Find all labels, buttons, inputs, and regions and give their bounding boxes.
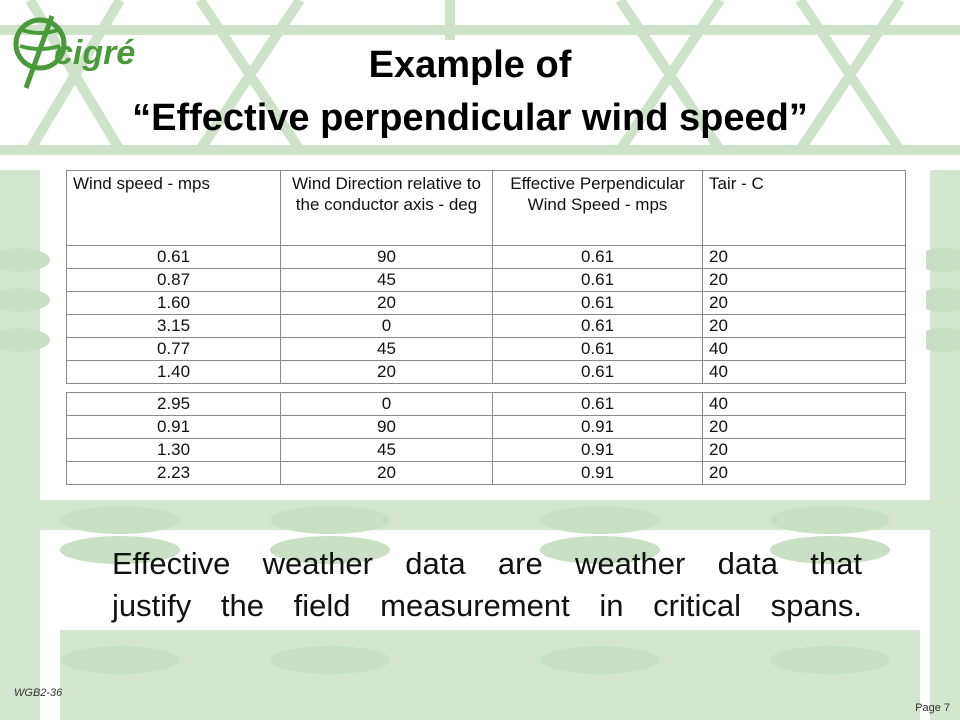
table-row: 0.61 90 0.61 20 (66, 245, 906, 269)
page-number: Page 7 (915, 702, 950, 714)
cell-wind-speed: 2.95 (66, 392, 281, 416)
header-wind-direction: Wind Direction relative to the conductor… (280, 170, 493, 246)
table-row: 2.95 0 0.61 40 (66, 392, 906, 416)
table-row: 1.60 20 0.61 20 (66, 291, 906, 315)
cell-effective-speed: 0.91 (492, 415, 703, 439)
cell-wind-speed: 1.60 (66, 291, 281, 315)
table-row: 0.77 45 0.61 40 (66, 337, 906, 361)
cigre-logo: cigré (13, 15, 135, 89)
caption-line2: justify the field measurement in critica… (112, 588, 862, 623)
globe-icon (13, 15, 67, 89)
cell-wind-direction: 0 (280, 314, 493, 338)
cell-wind-speed: 0.91 (66, 415, 281, 439)
cell-tair: 20 (702, 291, 906, 315)
cell-tair: 20 (702, 314, 906, 338)
cell-tair: 20 (702, 438, 906, 462)
cell-wind-direction: 90 (280, 245, 493, 269)
cell-wind-speed: 1.30 (66, 438, 281, 462)
data-table-top: Wind speed - mps Wind Direction relative… (58, 163, 926, 386)
logo-text: cigré (54, 34, 135, 72)
table-row: 0.87 45 0.61 20 (66, 268, 906, 292)
table-row: 0.91 90 0.91 20 (66, 415, 906, 439)
table-row: 3.15 0 0.61 20 (66, 314, 906, 338)
cell-wind-speed: 3.15 (66, 314, 281, 338)
header-tair: Tair - C (702, 170, 906, 246)
footer-doc-id: WGB2-36 (14, 687, 63, 699)
caption-text: Effective weather data are weather data … (112, 543, 862, 627)
cell-tair: 40 (702, 392, 906, 416)
cell-wind-direction: 45 (280, 268, 493, 292)
cell-tair: 40 (702, 337, 906, 361)
table-row: 2.23 20 0.91 20 (66, 461, 906, 485)
cell-effective-speed: 0.61 (492, 314, 703, 338)
slide-title-line2: “Effective perpendicular wind speed” (132, 97, 808, 139)
cell-wind-direction: 90 (280, 415, 493, 439)
table-row: 1.30 45 0.91 20 (66, 438, 906, 462)
cell-effective-speed: 0.61 (492, 337, 703, 361)
data-table-bottom: 2.95 0 0.61 40 0.91 90 0.91 20 1.30 45 0… (58, 386, 926, 494)
cell-effective-speed: 0.61 (492, 268, 703, 292)
cell-wind-speed: 2.23 (66, 461, 281, 485)
slide-title-line1: Example of (368, 44, 572, 86)
header-effective-speed: Effective Perpendicular Wind Speed - mps (492, 170, 703, 246)
table-header-row: Wind speed - mps Wind Direction relative… (66, 170, 906, 246)
header-wind-speed: Wind speed - mps (66, 170, 281, 246)
cell-effective-speed: 0.61 (492, 360, 703, 384)
cell-effective-speed: 0.61 (492, 245, 703, 269)
cell-effective-speed: 0.91 (492, 461, 703, 485)
cell-tair: 20 (702, 461, 906, 485)
cell-wind-speed: 0.77 (66, 337, 281, 361)
cell-wind-direction: 45 (280, 438, 493, 462)
cell-effective-speed: 0.91 (492, 438, 703, 462)
caption-line1: Effective weather data are weather data … (112, 546, 862, 581)
cell-effective-speed: 0.61 (492, 291, 703, 315)
cell-wind-direction: 0 (280, 392, 493, 416)
table-row: 1.40 20 0.61 40 (66, 360, 906, 384)
cell-wind-direction: 20 (280, 461, 493, 485)
cell-tair: 20 (702, 245, 906, 269)
cell-wind-direction: 20 (280, 291, 493, 315)
cell-wind-speed: 1.40 (66, 360, 281, 384)
cell-tair: 20 (702, 415, 906, 439)
cell-tair: 40 (702, 360, 906, 384)
cell-tair: 20 (702, 268, 906, 292)
cell-wind-direction: 20 (280, 360, 493, 384)
cell-wind-direction: 45 (280, 337, 493, 361)
cell-effective-speed: 0.61 (492, 392, 703, 416)
cell-wind-speed: 0.87 (66, 268, 281, 292)
cell-wind-speed: 0.61 (66, 245, 281, 269)
